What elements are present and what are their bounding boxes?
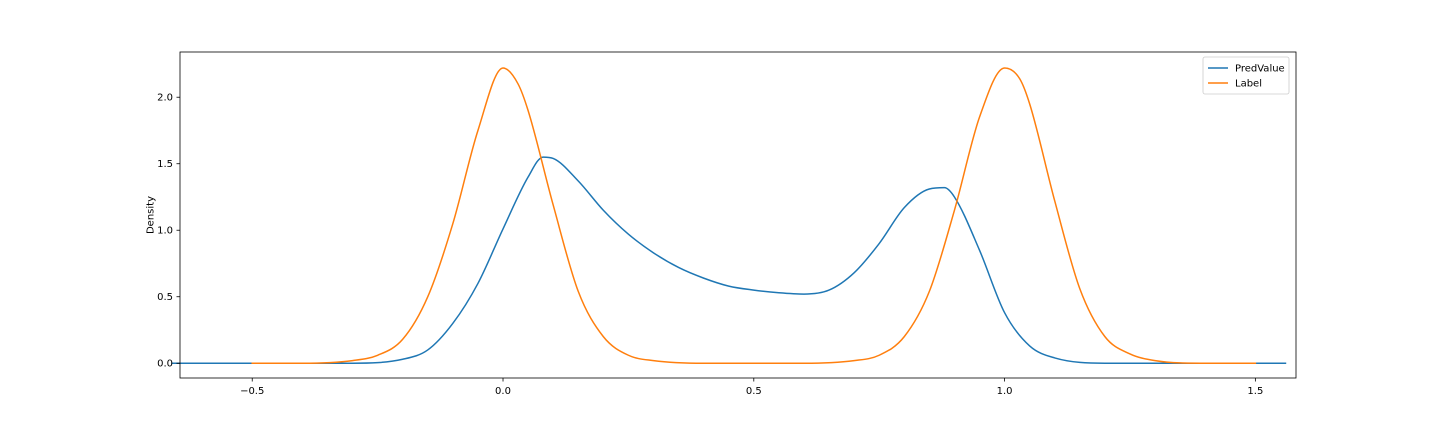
legend: PredValue Label [1202,56,1290,95]
x-tick-label: 0.5 [746,386,762,397]
series-layer [171,67,1287,364]
x-tick-label: 1.0 [997,386,1013,397]
y-tick-label: 1.0 [157,226,173,237]
y-axis: 0.0 0.5 1.0 1.5 2.0 [157,93,180,370]
series-line-label [251,67,1257,364]
x-tick-label: 0.0 [495,386,511,397]
y-tick-label: 2.0 [157,93,173,104]
y-axis-label: Density [146,196,157,234]
y-tick-label: 0.0 [157,359,173,370]
x-axis: −0.5 0.0 0.5 1.0 1.5 [240,378,1263,397]
y-tick-label: 0.5 [157,292,173,303]
legend-label-predvalue: PredValue [1235,64,1285,75]
plot-frame [179,51,1297,379]
x-tick-label: −0.5 [240,386,264,397]
series-line-predvalue [171,156,1287,364]
x-tick-label: 1.5 [1247,386,1263,397]
legend-label-label: Label [1235,79,1262,90]
y-tick-label: 1.5 [157,159,173,170]
legend-box [1202,56,1290,95]
